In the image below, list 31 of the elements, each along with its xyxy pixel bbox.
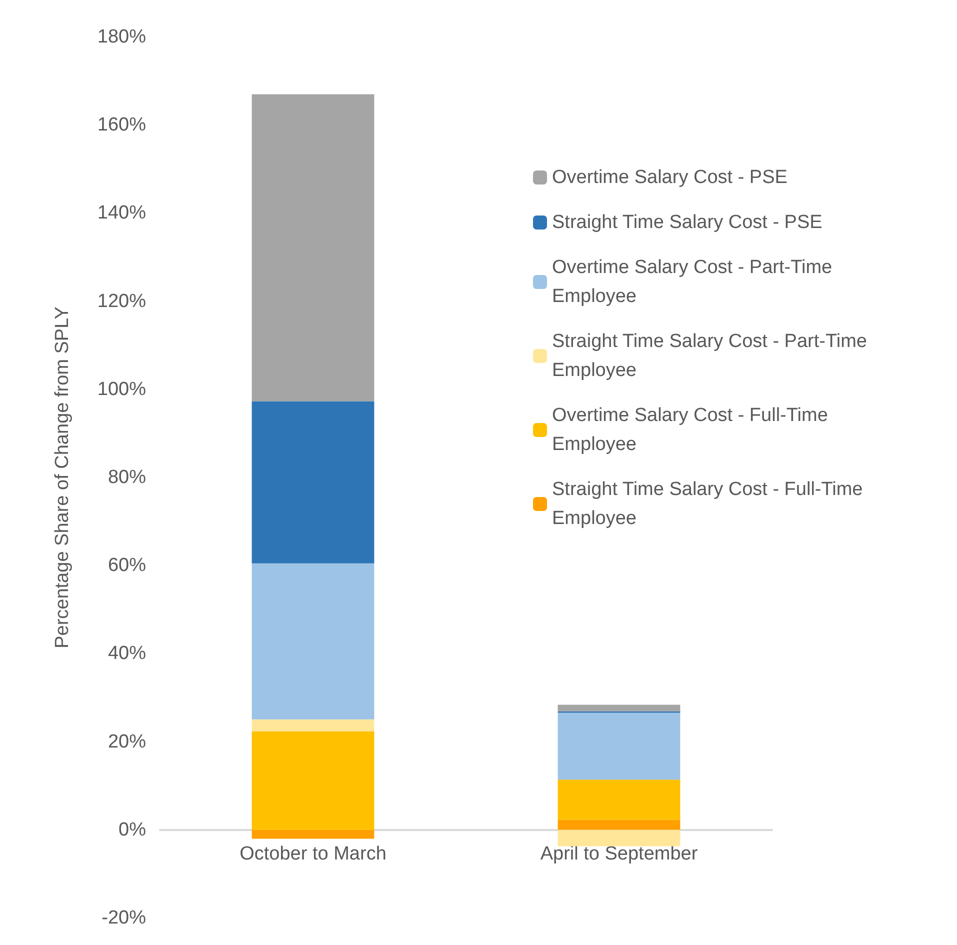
bar bbox=[252, 830, 374, 839]
y-tick-label: 160% bbox=[97, 114, 146, 136]
bar bbox=[252, 401, 374, 564]
legend-label: Overtime Salary Cost - PSE bbox=[552, 167, 788, 188]
y-tick-label: -20% bbox=[102, 908, 146, 928]
bar bbox=[252, 719, 374, 732]
y-tick-label: 120% bbox=[97, 290, 146, 312]
bar bbox=[558, 820, 680, 830]
bar bbox=[252, 94, 374, 402]
y-tick-label: 20% bbox=[108, 731, 146, 752]
y-tick-label: 40% bbox=[108, 643, 146, 664]
y-tick-label: 0% bbox=[118, 819, 146, 840]
bar bbox=[558, 830, 680, 846]
x-tick-label: October to March bbox=[240, 844, 386, 864]
y-tick-label: 140% bbox=[97, 202, 146, 224]
legend-label: Overtime Salary Cost - Full-Time Employee bbox=[552, 405, 834, 455]
legend-label: Straight Time Salary Cost - Full-Time Employee bbox=[552, 479, 868, 529]
bar bbox=[558, 780, 680, 820]
x-tick-label: April to September bbox=[540, 844, 698, 864]
y-tick-label: 100% bbox=[97, 378, 146, 400]
legend-label: Straight Time Salary Cost - PSE bbox=[552, 212, 822, 233]
bar bbox=[252, 563, 374, 720]
legend-label: Overtime Salary Cost - Part-Time Employee bbox=[552, 257, 838, 307]
bar bbox=[558, 704, 680, 712]
bar bbox=[558, 712, 680, 780]
y-tick-label: 180% bbox=[97, 26, 146, 48]
bar bbox=[252, 731, 374, 830]
y-axis-title: Percentage Share of Change from SPLY bbox=[52, 306, 73, 648]
legend-label: Straight Time Salary Cost - Part-Time Employee bbox=[552, 331, 872, 381]
y-tick-label: 80% bbox=[108, 467, 146, 488]
y-tick-label: 60% bbox=[108, 555, 146, 576]
